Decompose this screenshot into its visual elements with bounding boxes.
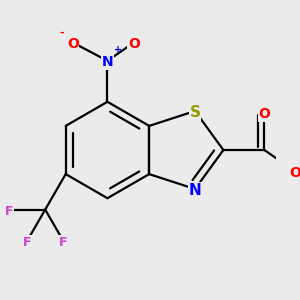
Text: O: O xyxy=(67,37,79,51)
Text: O: O xyxy=(128,37,140,51)
Text: N: N xyxy=(102,55,113,69)
Text: O: O xyxy=(258,107,270,121)
Text: O: O xyxy=(290,166,300,180)
Text: F: F xyxy=(23,236,32,249)
Text: S: S xyxy=(190,105,200,120)
Text: F: F xyxy=(59,236,68,249)
Text: -: - xyxy=(60,28,64,38)
Text: F: F xyxy=(5,205,13,218)
Text: N: N xyxy=(189,183,201,198)
Text: +: + xyxy=(114,45,122,55)
